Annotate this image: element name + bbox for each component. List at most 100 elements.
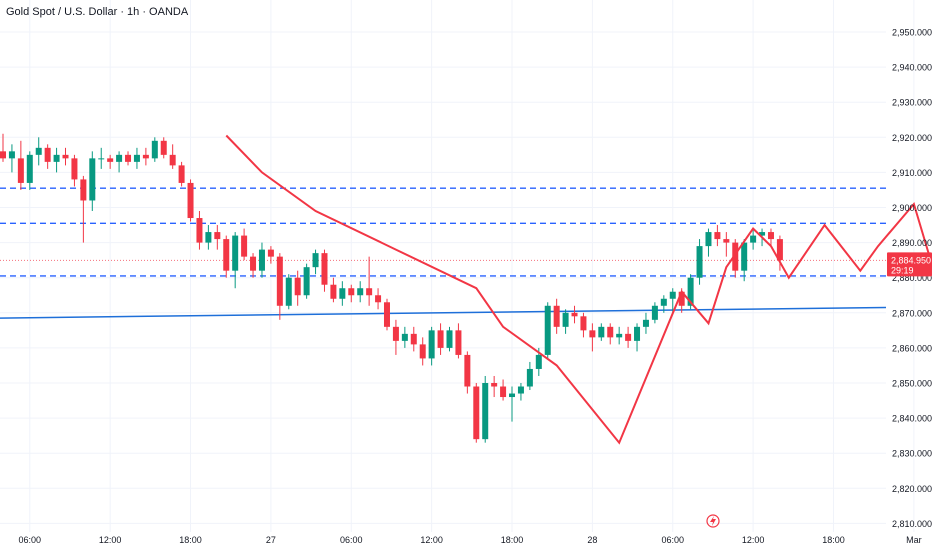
- candle-countdown: 29:19: [891, 265, 914, 275]
- candle: [303, 263, 310, 299]
- candle-body: [571, 312, 578, 317]
- candle-body: [375, 295, 382, 303]
- candle-body: [500, 386, 507, 398]
- time-tick-label: 28: [587, 535, 597, 545]
- candle: [571, 305, 578, 324]
- candle: [35, 137, 42, 166]
- candle: [598, 323, 605, 341]
- time-axis: 06:00 12:00 18:00 27 06:00 12:00 18:00 28 06:00 1…: [19, 535, 922, 545]
- candle: [660, 295, 667, 313]
- candle-body: [366, 288, 373, 296]
- candle: [44, 144, 51, 169]
- candle-body: [187, 182, 194, 219]
- time-tick-label: 12:00: [742, 535, 765, 545]
- candle-body: [205, 232, 212, 243]
- candle-body: [232, 235, 239, 271]
- candle: [223, 235, 230, 278]
- candle-body: [544, 305, 551, 355]
- candle: [580, 312, 587, 338]
- trendline[interactable]: [0, 306, 887, 319]
- candle-body: [53, 154, 60, 162]
- candle: [321, 249, 328, 292]
- candle-body: [151, 140, 158, 159]
- candle-body: [142, 154, 149, 159]
- candle: [437, 323, 444, 355]
- projection-path[interactable]: [225, 134, 932, 445]
- candle: [419, 337, 426, 366]
- candle-body: [26, 154, 33, 183]
- candle-body: [62, 154, 69, 159]
- candle: [187, 179, 194, 222]
- candle: [625, 326, 632, 348]
- candle: [178, 161, 185, 187]
- candle-body: [473, 386, 480, 440]
- candle: [151, 137, 158, 162]
- candle-body: [517, 386, 524, 394]
- time-tick-label: 06:00: [661, 535, 684, 545]
- candle-body: [625, 333, 632, 341]
- candle-body: [705, 232, 712, 247]
- price-tick-label: 2,910.000: [892, 168, 932, 178]
- candle: [392, 319, 399, 355]
- candle: [98, 147, 105, 169]
- candle-body: [410, 333, 417, 345]
- time-tick-label: 12:00: [420, 535, 443, 545]
- candle: [125, 151, 132, 166]
- price-tick-label: 2,900.000: [892, 203, 932, 213]
- candle: [410, 326, 417, 352]
- candle: [312, 249, 319, 275]
- candle-body: [428, 330, 435, 359]
- price-axis: 2,950.000 2,940.000 2,930.000 2,920.000 2,91…: [892, 28, 932, 529]
- candle: [232, 232, 239, 289]
- time-tick-label: 18:00: [179, 535, 202, 545]
- candle: [544, 302, 551, 359]
- candle-body: [383, 302, 390, 327]
- candle: [455, 323, 462, 359]
- candle-body: [285, 277, 292, 306]
- candle: [17, 140, 24, 190]
- candle-body: [732, 242, 739, 271]
- candle-body: [80, 179, 87, 201]
- candle-body: [276, 256, 283, 306]
- candle: [116, 151, 123, 173]
- candle: [357, 281, 364, 303]
- candle: [366, 256, 373, 306]
- candle-body: [401, 333, 408, 341]
- price-tick-label: 2,870.000: [892, 308, 932, 318]
- candle: [383, 298, 390, 331]
- candle: [589, 323, 596, 352]
- candle: [634, 323, 641, 352]
- candle-body: [116, 154, 123, 162]
- candle: [500, 379, 507, 401]
- current-price-value: 2,884.950: [891, 255, 931, 265]
- candle-body: [759, 232, 766, 236]
- price-tick-label: 2,940.000: [892, 63, 932, 73]
- candle: [285, 274, 292, 310]
- candle-body: [17, 158, 24, 183]
- candle-body: [669, 291, 676, 299]
- candle-body: [98, 158, 105, 160]
- candle-body: [348, 288, 355, 296]
- candle-body: [71, 158, 78, 180]
- candle: [241, 228, 248, 261]
- alert-icon[interactable]: [706, 514, 720, 528]
- candle: [491, 375, 498, 398]
- candle-body: [678, 291, 685, 306]
- candle-body: [312, 253, 319, 268]
- candle: [26, 151, 33, 190]
- candle-body: [89, 158, 96, 201]
- candle-body: [660, 298, 667, 306]
- candle: [267, 246, 274, 264]
- candle: [776, 235, 783, 271]
- candle: [642, 312, 649, 334]
- candle: [509, 386, 516, 422]
- candle: [169, 144, 176, 169]
- price-tick-label: 2,920.000: [892, 133, 932, 143]
- candle: [71, 154, 78, 187]
- candle-body: [250, 256, 257, 271]
- candle-body: [455, 330, 462, 355]
- candle-body: [607, 326, 614, 338]
- candle-body: [214, 232, 221, 240]
